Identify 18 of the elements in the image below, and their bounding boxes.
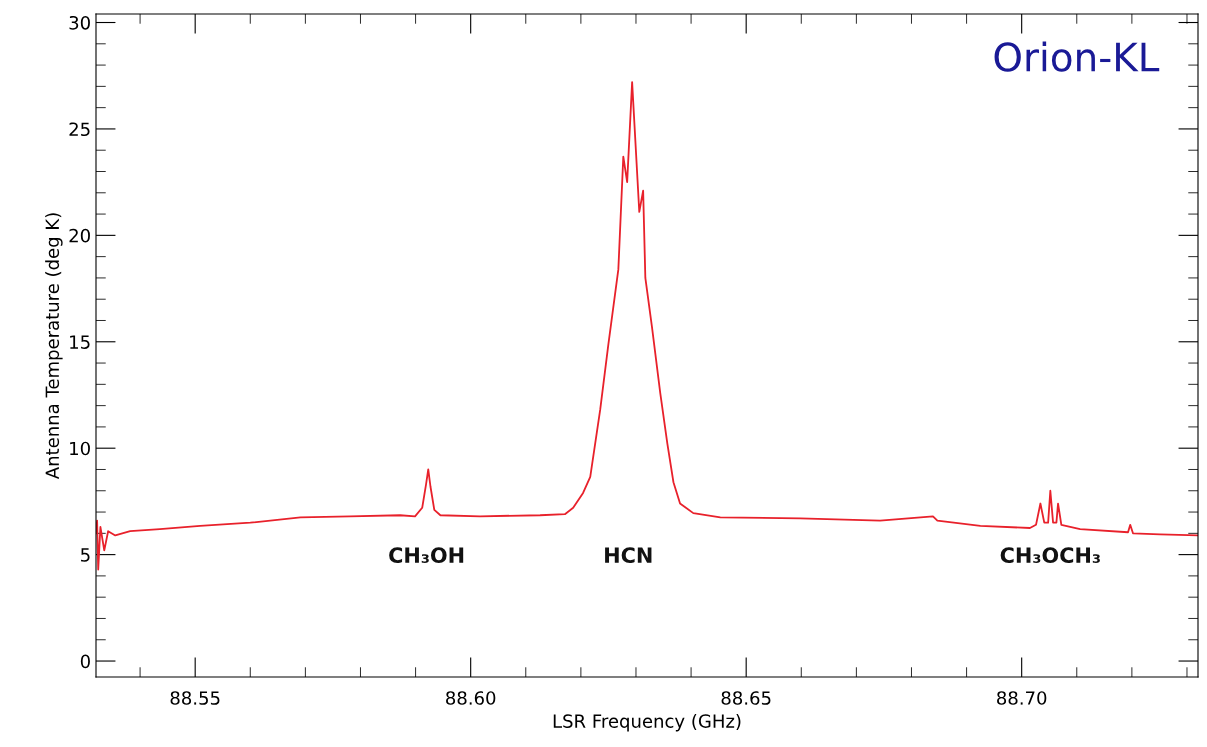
y-tick-label: 5 bbox=[81, 548, 90, 562]
x-axis-title: LSR Frequency (GHz) bbox=[553, 713, 741, 732]
y-tick-label: 25 bbox=[69, 122, 90, 137]
x-tick-label: 88.60 bbox=[446, 691, 496, 705]
y-tick-label: 0 bbox=[80, 654, 90, 669]
annotation: CH₃OCH₃ bbox=[1000, 547, 1100, 564]
y-tick-label: 30 bbox=[69, 15, 90, 30]
x-tick-label: 88.65 bbox=[721, 691, 771, 705]
y-tick-label: 10 bbox=[70, 441, 90, 456]
annotation: HCN bbox=[605, 547, 652, 564]
x-tick-label: 88.55 bbox=[170, 691, 220, 705]
y-axis-title: Antenna Temperature (deg K) bbox=[45, 213, 63, 480]
y-tick-label: 15 bbox=[70, 335, 90, 349]
x-tick-label: 88.70 bbox=[997, 691, 1047, 705]
line-series bbox=[96, 81, 1198, 571]
y-tick-label: 20 bbox=[69, 228, 90, 243]
annotation: Orion-KL bbox=[994, 41, 1160, 72]
annotation: CH₃OH bbox=[389, 547, 464, 564]
